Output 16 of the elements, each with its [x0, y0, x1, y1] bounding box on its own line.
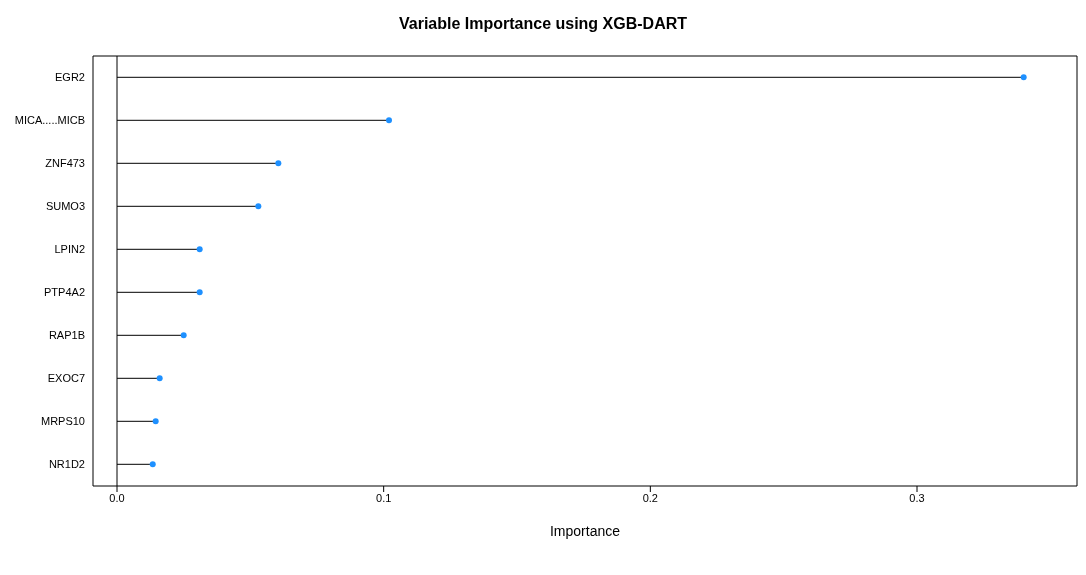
y-tick-label: NR1D2 — [48, 458, 85, 471]
y-tick-label: SUMO3 — [45, 200, 85, 213]
y-tick-label: EGR2 — [55, 71, 85, 84]
x-tick-label: 0.0 — [109, 491, 125, 504]
chart-title: Variable Importance using XGB-DART — [397, 14, 689, 34]
y-tick-label: MICA.....MICB — [14, 114, 85, 127]
x-axis-title: Importance — [549, 523, 621, 539]
y-tick-label: PTP4A2 — [44, 286, 85, 299]
x-tick-label: 0.2 — [642, 491, 658, 504]
y-tick-label: EXOC7 — [47, 372, 85, 385]
x-tick-label: 0.1 — [376, 491, 392, 504]
y-tick-label: MRPS10 — [40, 415, 85, 428]
y-tick-label: RAP1B — [48, 329, 85, 342]
y-tick-label: ZNF473 — [45, 157, 85, 170]
y-tick-label: LPIN2 — [54, 243, 85, 256]
x-tick-label: 0.3 — [909, 491, 925, 504]
